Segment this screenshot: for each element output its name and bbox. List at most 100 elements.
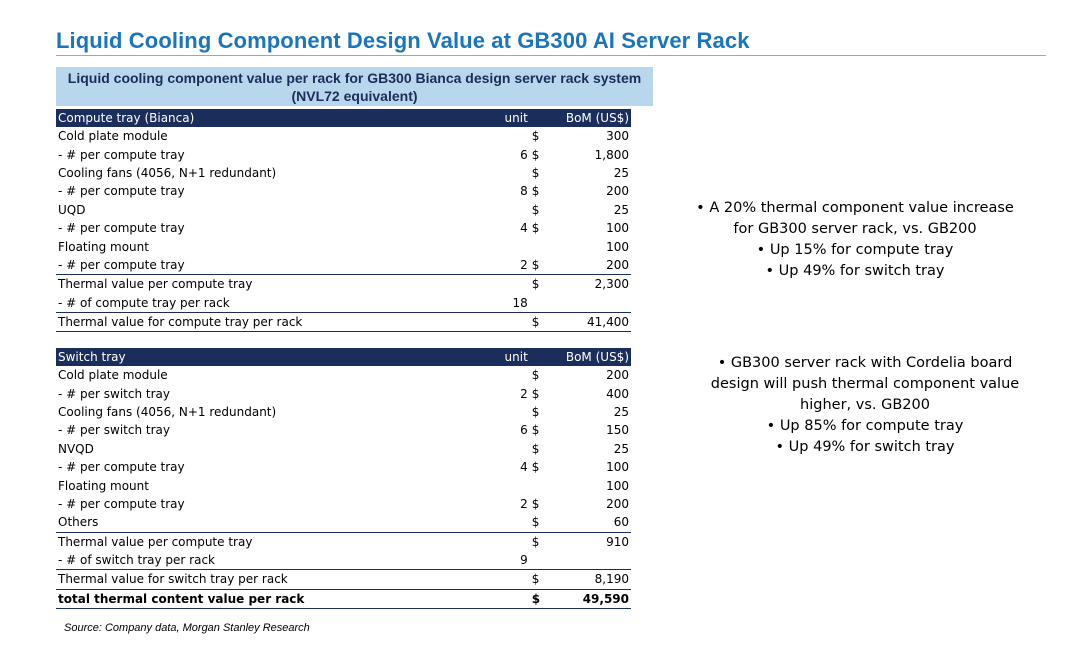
- row-label: - # per switch tray: [58, 423, 170, 438]
- row-label: total thermal content value per rack: [56, 589, 498, 610]
- source-note: Source: Company data, Morgan Stanley Res…: [64, 622, 310, 634]
- row-unit: 2: [520, 257, 528, 272]
- table-row: Cold plate module $200: [56, 366, 631, 384]
- row-label: - # of switch tray per rack: [58, 553, 216, 568]
- page-title: Liquid Cooling Component Design Value at…: [56, 28, 750, 53]
- row-unit: 6: [520, 423, 528, 438]
- table-row: - # per compute tray 2 $200: [56, 495, 631, 513]
- row-unit: 18: [512, 295, 528, 310]
- bullet-2-sub-1: • Up 85% for compute tray: [766, 418, 964, 434]
- row-unit: [498, 403, 530, 421]
- row-label: NVQD: [58, 441, 94, 456]
- row-value: 910: [547, 531, 631, 551]
- switch-tray-table: Switch tray unit BoM (US$) Cold plate mo…: [56, 348, 631, 610]
- row-label: - # per compute tray: [58, 184, 185, 199]
- row-unit: 2: [520, 386, 528, 401]
- row-unit: [498, 366, 530, 384]
- row-currency: $: [531, 129, 540, 144]
- row-unit: [498, 440, 530, 458]
- row-label: Thermal value for compute tray per rack: [56, 311, 498, 333]
- table-row: - # per compute tray 4 $100: [56, 219, 631, 237]
- row-value: 200: [606, 496, 629, 511]
- row-value: 49,590: [547, 589, 631, 610]
- row-label: Floating mount: [58, 478, 149, 493]
- switch-header-row: Switch tray unit BoM (US$): [56, 348, 631, 366]
- row-currency: $: [529, 569, 548, 590]
- switch-header-unit: unit: [497, 348, 530, 366]
- row-value: 1,800: [594, 147, 629, 162]
- row-currency: $: [531, 165, 540, 180]
- row-currency: $: [531, 202, 540, 217]
- row-unit: [498, 127, 530, 145]
- row-label: Thermal value per compute tray: [56, 274, 498, 294]
- bullet-block-1: • A 20% thermal component value increase…: [690, 198, 1020, 282]
- row-label: - # of compute tray per rack: [58, 295, 230, 310]
- row-value: 300: [606, 129, 629, 144]
- row-value: 8,190: [547, 569, 631, 590]
- bullet-1-sub-1: • Up 15% for compute tray: [756, 242, 954, 258]
- compute-header-label: Compute tray (Bianca): [56, 109, 498, 127]
- row-label: - # per compute tray: [58, 221, 185, 236]
- row-label: Cooling fans (4056, N+1 redundant): [58, 165, 277, 180]
- caption-line-2: (NVL72 equivalent): [291, 88, 418, 104]
- row-value: 150: [606, 423, 629, 438]
- row-value: 100: [606, 239, 629, 254]
- row-value: 25: [613, 202, 629, 217]
- table-row: - # of switch tray per rack 9: [56, 551, 631, 570]
- row-unit: [497, 311, 530, 333]
- row-currency: $: [531, 496, 540, 511]
- table-row: - # per switch tray 6 $150: [56, 421, 631, 439]
- row-label: - # per compute tray: [58, 460, 185, 475]
- row-label: Thermal value for switch tray per rack: [56, 569, 498, 590]
- row-value: 200: [606, 257, 629, 272]
- row-unit: 2: [520, 496, 528, 511]
- table-row: Thermal value for switch tray per rack $8…: [56, 569, 631, 590]
- bullet-1-line-1: • A 20% thermal component value increase: [696, 200, 1014, 216]
- row-currency: $: [531, 404, 540, 419]
- compute-header-bom: BoM (US$): [547, 109, 631, 127]
- bullet-block-2: • GB300 server rack with Cordelia board …: [700, 353, 1030, 458]
- row-value: 400: [606, 386, 629, 401]
- row-value: 25: [613, 165, 629, 180]
- bullet-1-sub-2: • Up 49% for switch tray: [765, 263, 945, 279]
- row-unit: 4: [520, 460, 528, 475]
- compute-header-unit: unit: [497, 109, 530, 127]
- row-value: [548, 294, 631, 313]
- row-unit: [497, 531, 530, 551]
- row-label: - # per compute tray: [58, 496, 185, 511]
- row-unit: [498, 476, 530, 494]
- row-currency: [530, 237, 548, 255]
- compute-tray-table: Compute tray (Bianca) unit BoM (US$) Col…: [56, 109, 631, 333]
- row-label: - # per compute tray: [58, 147, 185, 162]
- row-unit: [498, 237, 530, 255]
- table-row: UQD $25: [56, 201, 631, 219]
- compute-header-row: Compute tray (Bianca) unit BoM (US$): [56, 109, 631, 127]
- bullet-2-sub-2: • Up 49% for switch tray: [775, 439, 955, 455]
- row-unit: [497, 589, 530, 610]
- row-label: Cold plate module: [58, 129, 168, 144]
- table-row: - # per compute tray 6 $1,800: [56, 145, 631, 163]
- row-label: Cooling fans (4056, N+1 redundant): [58, 404, 277, 419]
- row-currency: $: [529, 531, 548, 551]
- row-currency: $: [531, 221, 540, 236]
- row-value: 100: [606, 478, 629, 493]
- switch-header-bom: BoM (US$): [547, 348, 631, 366]
- row-unit: 6: [520, 147, 528, 162]
- row-value: 100: [606, 460, 629, 475]
- row-currency: $: [531, 184, 540, 199]
- table-row: - # per compute tray 2 $200: [56, 256, 631, 275]
- table-row: Others $60: [56, 513, 631, 532]
- row-value: 25: [613, 441, 629, 456]
- table-row: total thermal content value per rack $49,…: [56, 589, 631, 610]
- bullet-2-line-3: higher, vs. GB200: [800, 397, 930, 413]
- row-unit: [498, 513, 530, 532]
- row-unit: 8: [520, 184, 528, 199]
- row-unit: [498, 164, 530, 182]
- table-row: Floating mount 100: [56, 476, 631, 494]
- table-row: - # per compute tray 8 $200: [56, 182, 631, 200]
- row-unit: [497, 569, 530, 590]
- row-currency: $: [531, 368, 540, 383]
- row-label: - # per switch tray: [58, 386, 170, 401]
- table-row: - # per compute tray 4 $100: [56, 458, 631, 476]
- table-row: Thermal value for compute tray per rack $…: [56, 311, 631, 333]
